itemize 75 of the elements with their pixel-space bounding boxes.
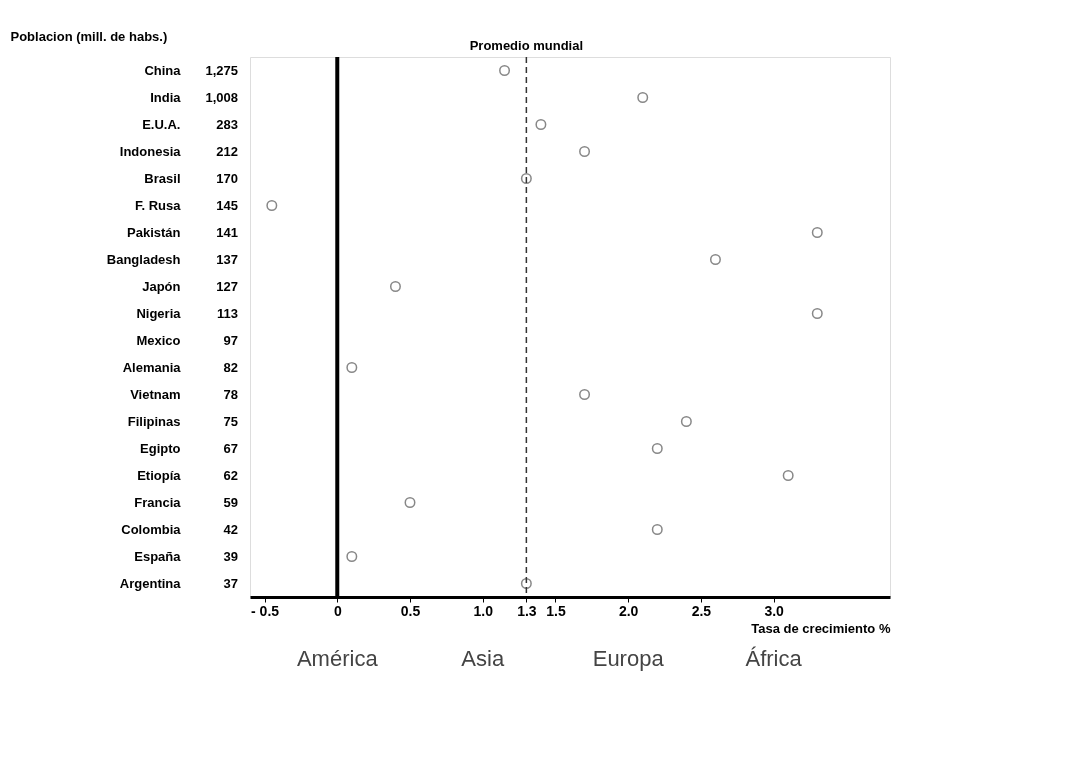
- point: [266, 200, 278, 211]
- y-tick-label: Francia: [134, 495, 182, 510]
- y2-tick-label: 170: [216, 170, 238, 186]
- y-tick-label: Egipto: [140, 441, 181, 456]
- y-tick-label: Mexico: [136, 333, 181, 348]
- y-tick-label: E.U.A.: [142, 117, 181, 132]
- y-tick-label: China: [144, 63, 182, 78]
- y-tick-label: Filipinas: [127, 414, 181, 429]
- x-tick-label: 2.0: [618, 602, 639, 619]
- y2-tick-label: 137: [216, 251, 238, 267]
- x-tick-label: 0.5: [400, 602, 421, 619]
- y2-tick-label: 145: [216, 197, 238, 213]
- x-tick-label: 0: [333, 602, 342, 619]
- point: [499, 65, 511, 76]
- point: [346, 551, 358, 562]
- y2-tick-label: 37: [223, 575, 238, 591]
- point: [811, 227, 823, 238]
- text: Europa: [592, 646, 665, 671]
- y2-tick-label: 67: [223, 440, 238, 456]
- point: [651, 443, 663, 454]
- y-tick-label: F. Rusa: [134, 198, 182, 213]
- y-tick-label: Argentina: [119, 576, 182, 591]
- text: África: [745, 646, 803, 671]
- y2-tick-label: 1,008: [205, 89, 238, 105]
- point: [579, 146, 591, 157]
- point: [404, 497, 416, 508]
- x-tick-label: 2.5: [691, 602, 712, 619]
- y2-tick-label: 97: [223, 332, 238, 348]
- y-tick-label: Japón: [142, 279, 181, 294]
- y-tick-label: Brasil: [144, 171, 181, 186]
- point: [782, 470, 794, 481]
- point: [535, 119, 547, 130]
- y2-tick-label: 78: [223, 386, 238, 402]
- y-tick-label: Nigeria: [136, 306, 182, 321]
- x-tick-label: 1.3: [517, 602, 537, 619]
- point: [520, 578, 532, 589]
- y-tick-label: Indonesia: [119, 144, 182, 159]
- text: Asia: [461, 646, 505, 671]
- y2-tick-label: 283: [216, 116, 238, 132]
- point: [520, 173, 532, 184]
- ref-line-label: Promedio mundial: [469, 38, 584, 53]
- y-tick-label: Colombia: [121, 522, 182, 537]
- y2-tick-label: 127: [216, 278, 238, 294]
- y2-tick-label: 141: [216, 224, 238, 240]
- y2-tick-label: 113: [217, 305, 238, 321]
- y-tick-label: Pakistán: [127, 225, 181, 240]
- y2-tick-label: 62: [223, 467, 238, 483]
- y-axis-title: Poblacion (mill. de habs.): [10, 28, 168, 44]
- point: [709, 254, 721, 265]
- y-tick-label: Vietnam: [130, 387, 181, 402]
- point: [811, 308, 823, 319]
- point: [579, 389, 591, 400]
- point: [651, 524, 663, 535]
- x-tick-label: - 0.5: [251, 602, 280, 619]
- y-tick-label: Bangladesh: [106, 252, 181, 267]
- y2-tick-label: 39: [223, 548, 238, 564]
- point: [680, 416, 692, 427]
- y2-tick-label: 42: [223, 521, 238, 537]
- y-tick-label: India: [150, 90, 182, 105]
- y-tick-label: Etiopía: [137, 468, 182, 483]
- point: [389, 281, 401, 292]
- y2-tick-label: 1,275: [205, 62, 238, 78]
- point: [346, 362, 358, 373]
- y2-tick-label: 75: [223, 413, 238, 429]
- x-tick-label: 1.5: [546, 602, 566, 619]
- y-tick-label: Alemania: [122, 360, 182, 375]
- y2-tick-label: 82: [223, 359, 238, 375]
- x-tick-label: 1.0: [473, 602, 494, 619]
- point: [637, 92, 649, 103]
- y2-tick-label: 212: [216, 143, 238, 159]
- y-tick-label: España: [134, 549, 182, 564]
- x-tick-label: 3.0: [764, 602, 785, 619]
- text: América: [296, 646, 379, 671]
- x-axis-title: Tasa de crecimiento %: [751, 620, 891, 636]
- y2-tick-label: 59: [223, 494, 238, 510]
